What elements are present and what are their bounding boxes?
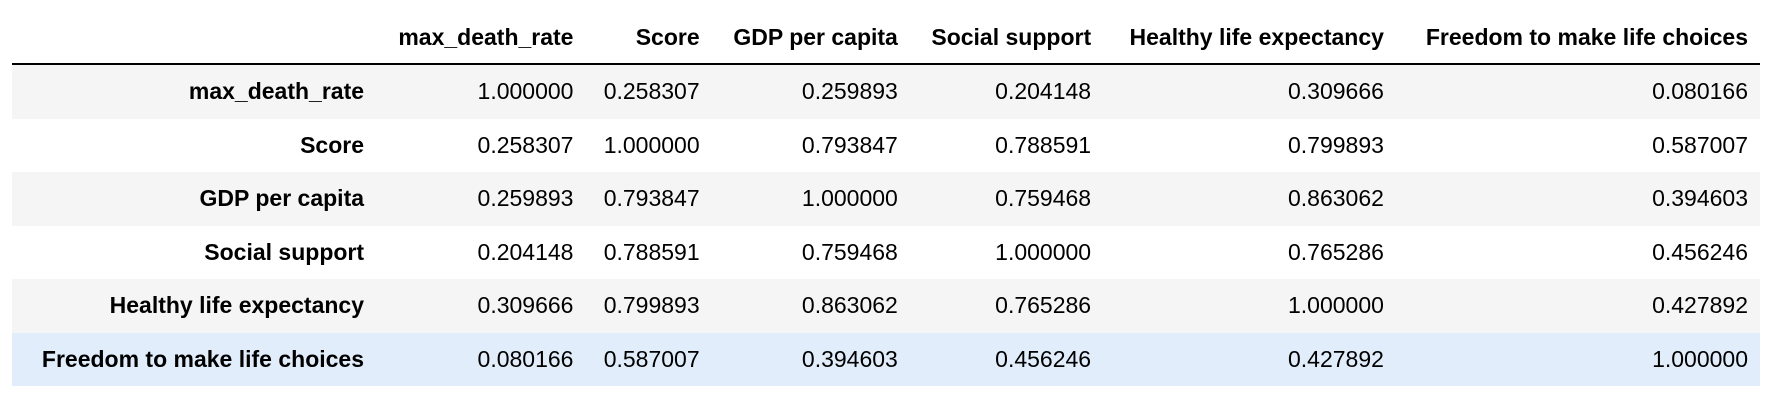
- row-label: GDP per capita: [199, 185, 365, 212]
- table-cell: 0.788591: [995, 131, 1092, 158]
- column-header-freedom-to-make-life-choices: Freedom to make life choices: [1395, 11, 1760, 65]
- table-cell: 0.080166: [1652, 78, 1748, 105]
- table-cell: 0.427892: [1652, 292, 1748, 319]
- row-label: Social support: [204, 238, 365, 265]
- correlation-dataframe: max_death_rate Score GDP per capita Soci…: [12, 11, 1760, 386]
- row-label: Healthy life expectancy: [109, 292, 365, 319]
- table-cell: 1.000000: [1287, 292, 1384, 319]
- table-header: max_death_rate Score GDP per capita Soci…: [12, 11, 1760, 65]
- table-cell: 0.259893: [477, 185, 574, 212]
- row-label: max_death_rate: [188, 78, 365, 105]
- table-cell: 0.427892: [1287, 345, 1384, 372]
- table-cell: 0.793847: [801, 131, 898, 158]
- table-cell: 0.456246: [1652, 238, 1748, 265]
- table-cell: 0.799893: [603, 292, 700, 319]
- table-cell: 0.793847: [603, 185, 700, 212]
- table-row-hovered: Freedom to make life choices 0.080166 0.…: [12, 332, 1760, 386]
- table-cell: 1.000000: [603, 131, 700, 158]
- column-header-gdp-per-capita: GDP per capita: [711, 11, 910, 65]
- table-cell: 0.204148: [995, 78, 1092, 105]
- table-cell: 0.759468: [995, 185, 1092, 212]
- table-row: Healthy life expectancy 0.309666 0.79989…: [12, 279, 1760, 333]
- column-header-social-support: Social support: [909, 11, 1104, 65]
- column-header-healthy-life-expectancy: Healthy life expectancy: [1103, 11, 1396, 65]
- table-row: GDP per capita 0.259893 0.793847 1.00000…: [12, 172, 1760, 226]
- table-cell: 0.394603: [1652, 185, 1748, 212]
- table-row: Score 0.258307 1.000000 0.793847 0.78859…: [12, 118, 1760, 172]
- table-cell: 0.863062: [1287, 185, 1384, 212]
- table-cell: 1.000000: [477, 78, 574, 105]
- table-cell: 0.765286: [995, 292, 1092, 319]
- table-cell: 0.309666: [1287, 78, 1384, 105]
- table-cell: 0.258307: [603, 78, 700, 105]
- table-cell: 0.587007: [603, 345, 700, 372]
- row-label: Score: [300, 131, 365, 158]
- table-cell: 0.204148: [477, 238, 574, 265]
- table-cell: 0.394603: [801, 345, 898, 372]
- table-cell: 0.799893: [1287, 131, 1384, 158]
- table-cell: 0.258307: [477, 131, 574, 158]
- table-cell: 1.000000: [1652, 345, 1748, 372]
- column-header-max-death-rate: max_death_rate: [376, 11, 586, 65]
- column-header-score: Score: [585, 11, 712, 65]
- table-cell: 0.759468: [801, 238, 898, 265]
- table-row: Social support 0.204148 0.788591 0.75946…: [12, 225, 1760, 279]
- table-cell: 0.309666: [477, 292, 574, 319]
- table-cell: 1.000000: [801, 185, 898, 212]
- table-cell: 0.456246: [995, 345, 1092, 372]
- table-cell: 0.259893: [801, 78, 898, 105]
- table-cell: 1.000000: [995, 238, 1092, 265]
- table-cell: 0.587007: [1652, 131, 1748, 158]
- row-label: Freedom to make life choices: [41, 345, 365, 372]
- table-row: max_death_rate 1.000000 0.258307 0.25989…: [12, 64, 1760, 119]
- table-body: max_death_rate 1.000000 0.258307 0.25989…: [12, 64, 1760, 386]
- header-row: max_death_rate Score GDP per capita Soci…: [12, 11, 1760, 65]
- table-cell: 0.080166: [477, 345, 574, 372]
- table-cell: 0.765286: [1287, 238, 1384, 265]
- table-cell: 0.788591: [603, 238, 700, 265]
- table-cell: 0.863062: [801, 292, 898, 319]
- index-header: [12, 11, 377, 65]
